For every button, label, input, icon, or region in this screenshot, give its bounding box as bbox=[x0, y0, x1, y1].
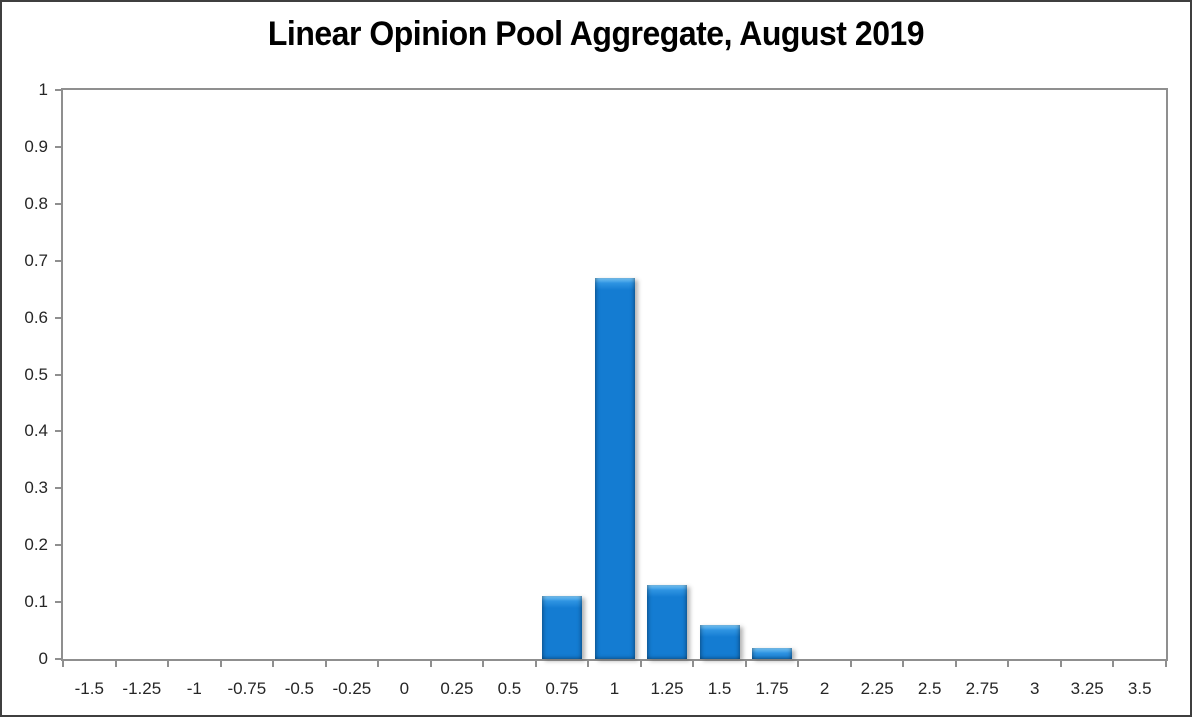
x-tick-label--1.25: -1.25 bbox=[122, 679, 162, 698]
x-axis-tick bbox=[1112, 661, 1115, 667]
y-tick-label-0.4: 0.4 bbox=[24, 421, 48, 441]
x-tick-label-1.5: 1.5 bbox=[707, 679, 732, 698]
x-tick-label-0.25: 0.25 bbox=[440, 679, 474, 698]
x-tick-label--0.5: -0.5 bbox=[284, 679, 314, 698]
y-tick-label-0.2: 0.2 bbox=[24, 535, 48, 555]
y-axis-tick bbox=[55, 145, 61, 148]
y-tick-label-0.8: 0.8 bbox=[24, 193, 48, 213]
x-axis-tick bbox=[902, 661, 905, 667]
bar-1.25 bbox=[647, 585, 688, 659]
plot-area: -1.5 -1.25 -1 -0.75 -0.5 -0.25 0 0.25 0.5 0.75 1 1.… bbox=[24, 80, 1168, 698]
x-axis-tick bbox=[587, 661, 590, 667]
x-axis-tick bbox=[692, 661, 695, 667]
y-axis-tick bbox=[55, 658, 61, 660]
x-axis-tick bbox=[272, 661, 275, 667]
y-axis-tick bbox=[55, 89, 61, 91]
x-axis-tick bbox=[639, 661, 642, 667]
y-axis-tick bbox=[55, 430, 61, 433]
y-tick-label-0.6: 0.6 bbox=[24, 307, 48, 327]
x-tick-label-1.75: 1.75 bbox=[755, 679, 789, 698]
x-tick-label-2: 2 bbox=[819, 679, 830, 698]
bar-1 bbox=[594, 278, 635, 659]
y-tick-label-0.3: 0.3 bbox=[24, 478, 48, 498]
x-tick-label-0: 0 bbox=[399, 679, 410, 698]
y-axis-tick bbox=[55, 259, 61, 262]
x-tick-label-1.25: 1.25 bbox=[650, 679, 684, 698]
x-axis-tick bbox=[429, 661, 432, 667]
x-tick-label-2.25: 2.25 bbox=[860, 679, 894, 698]
x-tick-label-2.5: 2.5 bbox=[917, 679, 942, 698]
y-tick-label-0.7: 0.7 bbox=[24, 250, 48, 270]
x-axis-tick bbox=[744, 661, 747, 667]
x-axis-tick bbox=[219, 661, 222, 667]
chart-title: Linear Opinion Pool Aggregate, August 20… bbox=[267, 15, 925, 53]
x-axis-tick bbox=[797, 661, 800, 667]
y-axis-tick bbox=[55, 373, 61, 376]
x-tick-label--1: -1 bbox=[186, 679, 202, 698]
y-tick-label-0.9: 0.9 bbox=[24, 136, 48, 156]
y-tick-label-0.1: 0.1 bbox=[24, 592, 48, 612]
x-tick-label-0.75: 0.75 bbox=[545, 679, 579, 698]
x-axis-tick bbox=[482, 661, 485, 667]
x-axis-tick bbox=[377, 661, 380, 667]
x-axis-tick bbox=[1059, 661, 1062, 667]
x-axis-tick bbox=[1165, 661, 1167, 667]
x-tick-label-2.75: 2.75 bbox=[965, 679, 999, 698]
x-axis-tick bbox=[324, 661, 327, 667]
x-tick-label-0.5: 0.5 bbox=[497, 679, 522, 698]
x-axis-tick bbox=[849, 661, 852, 667]
y-axis-tick bbox=[55, 202, 61, 205]
x-tick-label-1: 1 bbox=[609, 679, 620, 698]
y-axis-tick bbox=[55, 487, 61, 490]
x-axis-tick bbox=[1007, 661, 1010, 667]
y-tick-label-1: 1 bbox=[38, 80, 48, 99]
x-axis-tick bbox=[534, 661, 537, 667]
x-axis-tick bbox=[167, 661, 170, 667]
x-axis-tick bbox=[954, 661, 957, 667]
bar-1.5 bbox=[699, 625, 740, 659]
y-axis-tick bbox=[55, 316, 61, 319]
x-axis-tick bbox=[114, 661, 117, 667]
x-tick-label--0.25: -0.25 bbox=[332, 679, 372, 698]
y-tick-label-0: 0 bbox=[38, 649, 48, 668]
y-axis-tick bbox=[55, 544, 61, 547]
y-tick-label-0.5: 0.5 bbox=[24, 364, 48, 384]
y-axis-tick bbox=[55, 601, 61, 604]
x-axis-tick bbox=[62, 661, 64, 667]
x-tick-label--1.5: -1.5 bbox=[74, 679, 104, 698]
x-tick-label-3.25: 3.25 bbox=[1070, 679, 1104, 698]
bar-1.75 bbox=[752, 648, 793, 659]
x-tick-label-3: 3 bbox=[1029, 679, 1040, 698]
x-tick-label--0.75: -0.75 bbox=[227, 679, 267, 698]
x-tick-label-3.5: 3.5 bbox=[1127, 679, 1152, 698]
bar-0.75 bbox=[541, 596, 582, 659]
